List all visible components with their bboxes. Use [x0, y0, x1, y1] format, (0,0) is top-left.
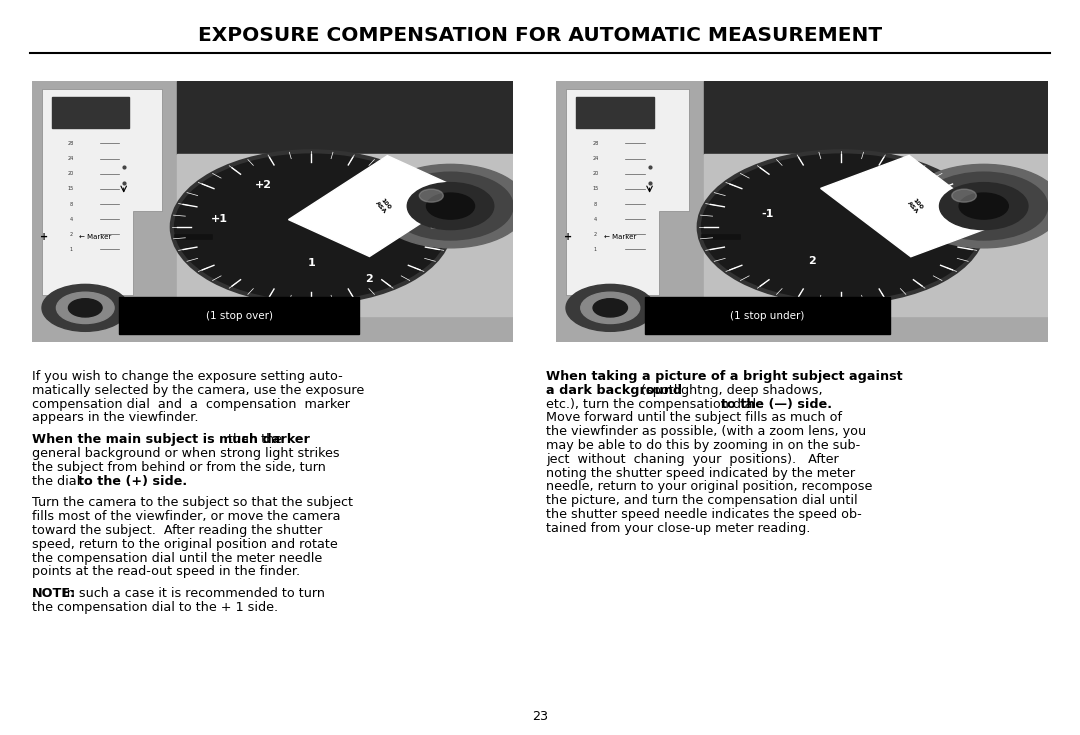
Text: to the (—) side.: to the (—) side.: [721, 398, 833, 411]
Text: matically selected by the camera, use the exposure: matically selected by the camera, use th…: [32, 384, 364, 397]
Circle shape: [951, 189, 976, 202]
Text: (spotlightng, deep shadows,: (spotlightng, deep shadows,: [637, 384, 822, 397]
Text: compensation dial  and  a  compensation  marker: compensation dial and a compensation mar…: [32, 398, 350, 411]
Circle shape: [419, 189, 443, 202]
Text: 20: 20: [68, 171, 73, 176]
Circle shape: [388, 172, 513, 240]
Bar: [645, 298, 890, 334]
Text: 1: 1: [69, 247, 72, 252]
Text: tained from your close-up meter reading.: tained from your close-up meter reading.: [546, 522, 810, 535]
Text: the viewfinder as possible, (with a zoom lens, you: the viewfinder as possible, (with a zoom…: [546, 426, 866, 438]
Bar: [177, 154, 513, 316]
Bar: [704, 154, 1048, 316]
Text: the dial: the dial: [32, 475, 84, 487]
Text: toward the subject.  After reading the shutter: toward the subject. After reading the sh…: [32, 524, 322, 537]
Circle shape: [374, 165, 527, 248]
Text: NOTE:: NOTE:: [32, 587, 76, 600]
Text: 2+: 2+: [902, 193, 918, 204]
Circle shape: [407, 182, 494, 229]
Text: 24: 24: [593, 156, 598, 161]
Circle shape: [56, 293, 114, 323]
Text: appears in the viewfinder.: appears in the viewfinder.: [32, 412, 199, 424]
Text: 20: 20: [593, 171, 598, 176]
Text: (1 stop over): (1 stop over): [205, 311, 272, 320]
Text: 15: 15: [68, 187, 73, 191]
Text: 23: 23: [532, 711, 548, 723]
Text: +1: +1: [212, 214, 228, 224]
Text: general background or when strong light strikes: general background or when strong light …: [32, 447, 339, 460]
Text: 100
ASA: 100 ASA: [906, 197, 923, 215]
Text: ← Marker: ← Marker: [604, 234, 636, 240]
Text: When the main subject is much darker: When the main subject is much darker: [32, 433, 310, 446]
Text: (1 stop under): (1 stop under): [730, 311, 805, 320]
Text: noting the shutter speed indicated by the meter: noting the shutter speed indicated by th…: [546, 467, 855, 480]
Circle shape: [172, 151, 450, 303]
Text: 8: 8: [69, 201, 72, 207]
Circle shape: [940, 182, 1028, 229]
Bar: [576, 96, 654, 128]
Text: 4: 4: [69, 217, 72, 222]
Circle shape: [920, 172, 1048, 240]
Text: may be able to do this by zooming in on the sub-: may be able to do this by zooming in on …: [546, 439, 861, 452]
Text: 4: 4: [594, 217, 597, 222]
Bar: [52, 96, 129, 128]
Text: the subject from behind or from the side, turn: the subject from behind or from the side…: [32, 461, 326, 474]
Text: needle, return to your original position, recompose: needle, return to your original position…: [546, 481, 873, 493]
Text: to the (+) side.: to the (+) side.: [79, 475, 188, 487]
Text: 1: 1: [308, 259, 315, 268]
Text: the shutter speed needle indicates the speed ob-: the shutter speed needle indicates the s…: [546, 508, 862, 521]
Polygon shape: [288, 156, 469, 257]
Text: 2: 2: [594, 232, 597, 237]
Circle shape: [699, 151, 984, 303]
Text: the compensation dial until the meter needle: the compensation dial until the meter ne…: [32, 551, 322, 564]
Text: -1: -1: [761, 209, 773, 219]
Circle shape: [566, 284, 654, 331]
Text: ← Marker: ← Marker: [79, 234, 111, 240]
Text: 100
ASA: 100 ASA: [375, 197, 392, 215]
Text: 2: 2: [808, 256, 815, 266]
Text: the compensation dial to the + 1 side.: the compensation dial to the + 1 side.: [32, 601, 279, 614]
Text: 28: 28: [68, 141, 73, 146]
Text: etc.), turn the compensation dial: etc.), turn the compensation dial: [546, 398, 760, 411]
Polygon shape: [566, 89, 689, 295]
Text: In such a case it is recommended to turn: In such a case it is recommended to turn: [58, 587, 325, 600]
Text: ject  without  chaning  your  positions).   After: ject without chaning your positions). Af…: [546, 453, 839, 466]
Text: fills most of the viewfinder, or move the camera: fills most of the viewfinder, or move th…: [32, 510, 340, 523]
Text: EXPOSURE COMPENSATION FOR AUTOMATIC MEASUREMENT: EXPOSURE COMPENSATION FOR AUTOMATIC MEAS…: [198, 26, 882, 45]
Text: a dark background: a dark background: [546, 384, 683, 397]
Text: 28: 28: [593, 141, 598, 146]
Text: Move forward until the subject fills as much of: Move forward until the subject fills as …: [546, 412, 842, 424]
Text: the picture, and turn the compensation dial until: the picture, and turn the compensation d…: [546, 494, 858, 507]
Circle shape: [905, 165, 1063, 248]
Text: +: +: [861, 170, 870, 180]
Text: points at the read-out speed in the finder.: points at the read-out speed in the find…: [32, 565, 300, 578]
Text: than the: than the: [224, 433, 282, 446]
Text: 2: 2: [365, 274, 373, 284]
Text: 15: 15: [593, 187, 598, 191]
Bar: [177, 81, 513, 154]
Text: If you wish to change the exposure setting auto-: If you wish to change the exposure setti…: [32, 370, 342, 383]
Text: +: +: [565, 232, 572, 243]
Text: +2: +2: [255, 180, 271, 190]
Circle shape: [68, 298, 103, 317]
Text: When taking a picture of a bright subject against: When taking a picture of a bright subjec…: [546, 370, 903, 383]
Circle shape: [593, 298, 627, 317]
Text: 2: 2: [69, 232, 72, 237]
Circle shape: [427, 193, 474, 219]
Bar: [704, 81, 1048, 154]
Text: 8: 8: [594, 201, 597, 207]
Polygon shape: [821, 155, 999, 257]
Circle shape: [959, 193, 1009, 219]
Text: 1: 1: [594, 247, 597, 252]
Text: +: +: [40, 232, 49, 243]
Text: 24: 24: [68, 156, 73, 161]
Text: speed, return to the original position and rotate: speed, return to the original position a…: [32, 538, 338, 551]
Text: Turn the camera to the subject so that the subject: Turn the camera to the subject so that t…: [32, 496, 353, 509]
Polygon shape: [42, 89, 162, 295]
Circle shape: [581, 293, 639, 323]
Bar: [119, 298, 360, 334]
Circle shape: [42, 284, 129, 331]
